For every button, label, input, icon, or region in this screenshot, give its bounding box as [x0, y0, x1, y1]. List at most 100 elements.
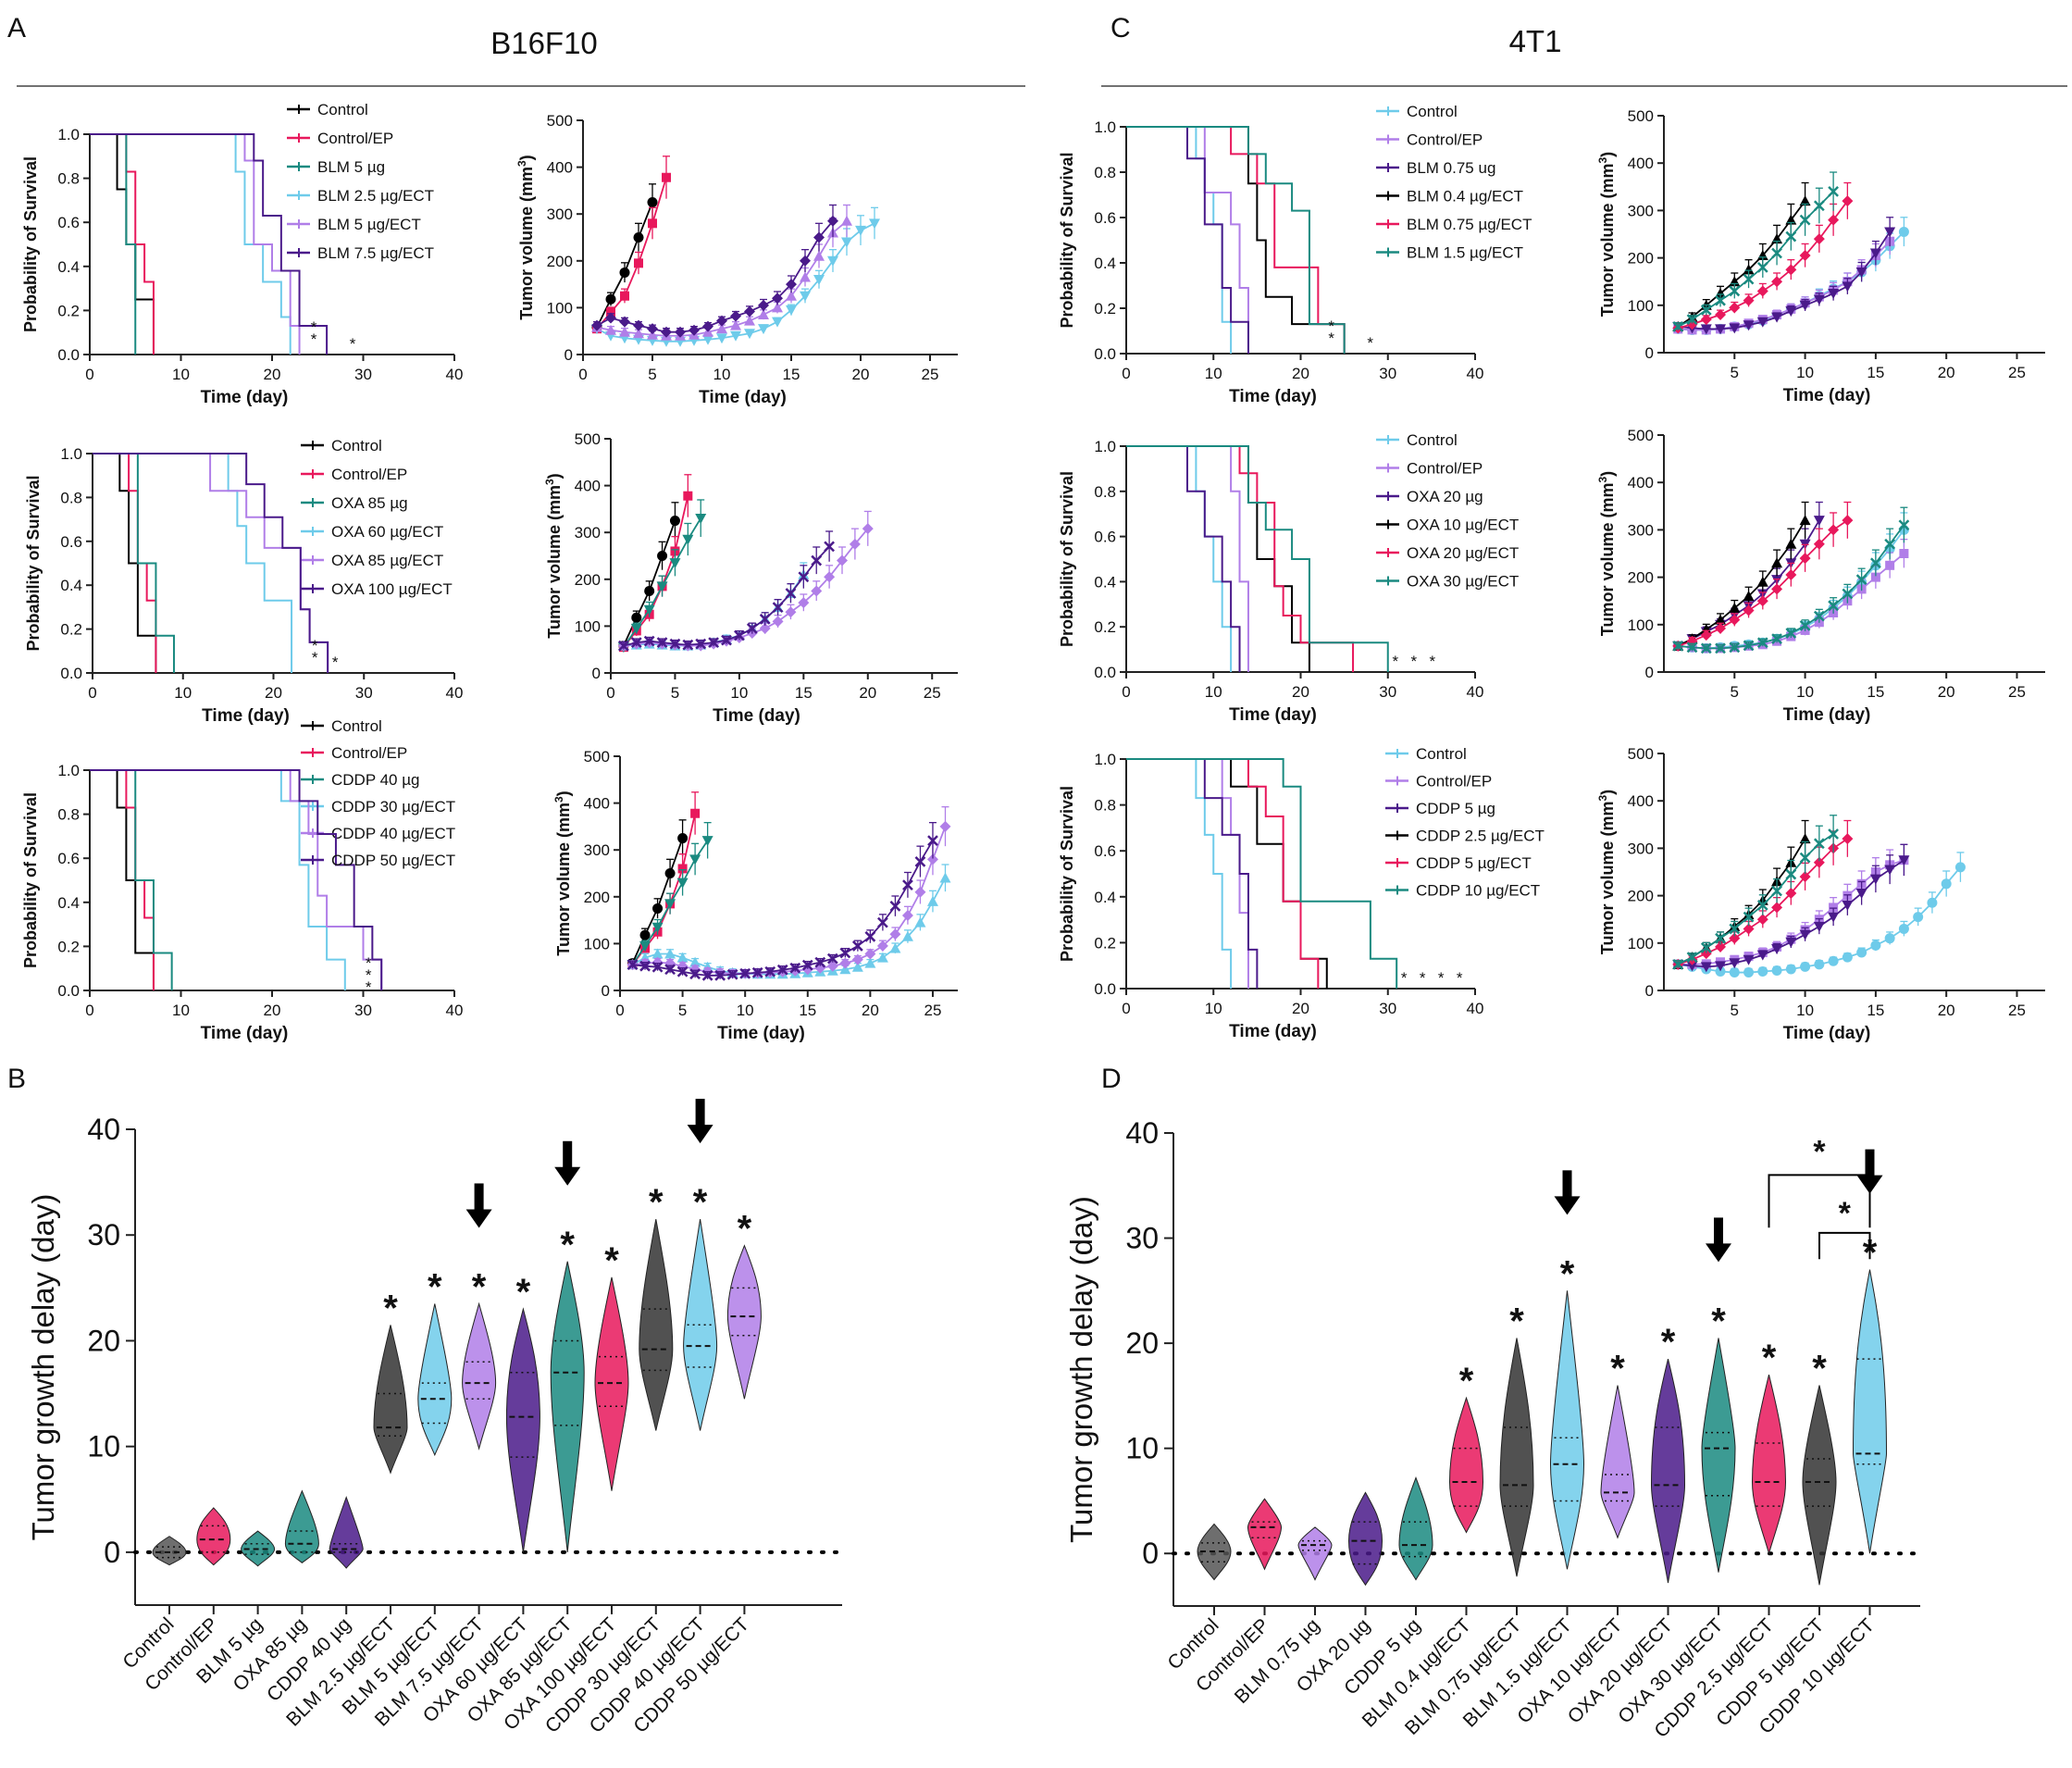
a1-y-tick-label: 0.0: [57, 346, 80, 364]
a6-marker: [876, 940, 888, 952]
c4-marker: [1785, 628, 1797, 639]
a4-x-tick-label: 20: [859, 684, 876, 702]
a6-marker: [739, 967, 751, 979]
b-y-label: Tumor growth delay (day): [26, 1194, 60, 1541]
a4-marker: [734, 629, 745, 641]
c4-marker: [1729, 614, 1741, 626]
c6-marker: [1756, 899, 1768, 911]
c6-marker: [1813, 838, 1825, 850]
c4-marker: [1715, 642, 1726, 654]
a4-marker: [695, 638, 707, 650]
c2-marker: [1715, 324, 1727, 335]
a2-marker: [813, 275, 825, 286]
c2-marker: [1799, 250, 1811, 262]
c2-growth-line-3: [1678, 230, 1891, 330]
a5-y-tick-label: 0.4: [57, 894, 80, 912]
a6-marker: [914, 886, 926, 898]
c2-marker: [1828, 186, 1839, 197]
panel-label-a: A: [7, 13, 26, 44]
b-significance-star: *: [472, 1266, 487, 1307]
c6-marker: [1898, 855, 1910, 866]
d-arrow-head: [1554, 1196, 1581, 1215]
a2-marker: [716, 315, 727, 327]
c2-marker: [1756, 317, 1768, 328]
c6-y-tick-label: 200: [1628, 888, 1654, 905]
a6-y-tick-label: 500: [584, 748, 610, 766]
a6-marker: [689, 854, 701, 865]
c6-marker: [1756, 914, 1768, 926]
a2-marker: [744, 315, 755, 326]
c2-marker: [1771, 247, 1782, 259]
c2-marker: [1672, 320, 1684, 332]
a1-y-tick-label: 1.0: [57, 126, 80, 143]
c6-marker: [1729, 958, 1741, 969]
c4-marker: [1686, 641, 1698, 654]
a2-marker: [841, 237, 852, 248]
a4-x-tick-label: 10: [730, 684, 748, 702]
a6-marker: [676, 965, 689, 977]
a6-marker: [927, 835, 938, 846]
a3-survival-curve-6: [93, 453, 329, 673]
a6-marker: [901, 910, 913, 922]
c1-legend-label: BLM 0.75 µg/ECT: [1407, 216, 1532, 233]
a5-survival-curve-6: [90, 769, 383, 990]
c2-marker: [1799, 195, 1811, 206]
a4-marker: [721, 634, 732, 646]
a6-marker: [839, 947, 851, 959]
a3-y-tick-label: 0.2: [60, 621, 82, 639]
a5-y-tick-label: 0.0: [57, 982, 80, 1000]
c4-marker: [1771, 583, 1783, 595]
c5-significance-star: *: [1438, 969, 1445, 987]
c4-marker: [1785, 538, 1797, 549]
a1-significance-star: *: [311, 318, 317, 336]
c3-x-label: Time (day): [1229, 705, 1317, 725]
c3-legend-label: OXA 20 µg/ECT: [1407, 544, 1519, 562]
c6-marker: [1686, 961, 1698, 972]
c4-marker: [1813, 610, 1825, 622]
a6-x-label: Time (day): [717, 1024, 805, 1043]
c3-y-tick-label: 0.2: [1094, 618, 1116, 636]
c4-marker: [1828, 524, 1840, 536]
a2-marker: [730, 330, 741, 342]
a2-x-tick-label: 0: [578, 366, 587, 383]
d-y-tick-label: 10: [1125, 1432, 1159, 1465]
c3-y-label: Probability of Survival: [1058, 471, 1076, 647]
c2-marker: [1785, 264, 1797, 276]
c3-legend-label: OXA 10 µg/ECT: [1407, 517, 1519, 534]
b-arrow-head: [687, 1125, 713, 1144]
a4-marker: [695, 514, 707, 525]
a6-marker: [901, 930, 913, 941]
c4-x-label: Time (day): [1783, 705, 1871, 725]
c1-y-label: Probability of Survival: [1058, 152, 1076, 328]
a6-marker: [889, 901, 901, 912]
c2-x-label: Time (day): [1783, 386, 1871, 405]
a2-marker: [772, 302, 783, 313]
c6-marker: [1771, 965, 1782, 976]
a4-x-tick-label: 15: [795, 684, 813, 702]
c5-x-tick-label: 40: [1467, 1000, 1484, 1017]
a5-significance-star: *: [366, 978, 372, 996]
c2-marker: [1771, 312, 1783, 323]
a3-x-tick-label: 30: [355, 684, 373, 702]
a1-y-tick-label: 0.8: [57, 170, 80, 188]
d-violin: [1499, 1338, 1534, 1577]
c3-significance-star: *: [1429, 653, 1435, 670]
a2-marker: [661, 326, 672, 338]
a1-legend-label: BLM 7.5 µg/ECT: [317, 244, 434, 262]
d-significance-star: *: [1560, 1253, 1575, 1294]
a3-y-tick-label: 0.4: [60, 577, 82, 594]
b-significance-star: *: [383, 1288, 398, 1328]
a4-marker: [811, 585, 823, 597]
c3-x-tick-label: 0: [1122, 683, 1130, 701]
c2-marker: [1715, 288, 1727, 298]
a1-significance-star: *: [350, 335, 356, 353]
a4-marker: [798, 571, 810, 583]
c6-marker: [1799, 929, 1811, 940]
c6-marker: [1729, 967, 1740, 978]
a2-marker: [619, 316, 630, 328]
d-violin: [1297, 1526, 1333, 1581]
c5-x-tick-label: 10: [1205, 1000, 1222, 1017]
d-significance-star: *: [1661, 1322, 1676, 1363]
a4-marker: [746, 623, 758, 634]
c4-marker: [1700, 623, 1712, 634]
